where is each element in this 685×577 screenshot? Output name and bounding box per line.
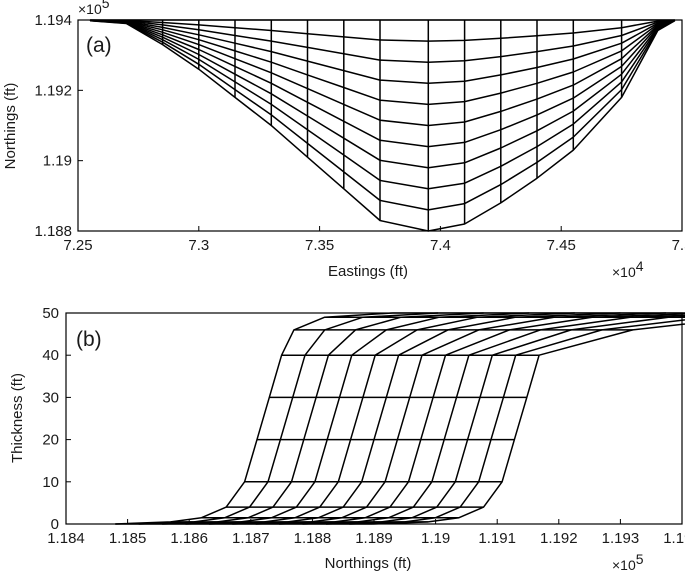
panel-a: 7.25 7.3 7.35 7.4 7.45 7.5 1.188 1.19 1.192 1.194…: [2, 0, 685, 280]
panel-a-mesh-row: [90, 19, 676, 232]
panel-b-label: (b): [76, 328, 102, 351]
panel-b-xlabel: Northings (ft): [325, 555, 412, 572]
panel-a-xtick-label: 7.4: [430, 237, 451, 254]
panel-b-xtick-label: 1.191: [478, 530, 516, 547]
panel-b-ylabel: Thickness (ft): [9, 373, 26, 463]
panel-a-mesh-row: [90, 19, 676, 127]
panel-a-mesh-row: [90, 19, 675, 85]
panel-a-xtick-label: 7.3: [188, 237, 209, 254]
panel-b-ytick-label: 40: [42, 347, 59, 364]
panel-a-y-multiplier: ×105: [78, 0, 110, 17]
panel-a-label: (a): [86, 34, 112, 57]
panel-a-ytick-label: 1.188: [34, 223, 72, 240]
panel-b-profile-line: [349, 319, 685, 525]
panel-a-xtick-label: 7.45: [547, 237, 576, 254]
panel-a-mesh-row: [90, 19, 675, 63]
panel-a-xtick-label: 7.35: [305, 237, 334, 254]
panel-a-mesh-row: [90, 19, 676, 211]
panel-a-ylabel: Northings (ft): [2, 83, 19, 170]
panel-b-frame: [65, 312, 683, 525]
panel-a-x-multiplier: ×104: [612, 258, 644, 280]
panel-b-xtick-label: 1.19: [421, 530, 450, 547]
panel-a-mesh-row: [90, 19, 676, 169]
panel-b-xtick-label: 1.186: [170, 530, 208, 547]
panel-b-ytick-label: 30: [42, 389, 59, 406]
panel-a-ytick-label: 1.192: [34, 82, 72, 99]
panel-b-surface: [115, 312, 685, 525]
panel-a-mesh-row: [90, 19, 675, 42]
panel-b-ticks: 1.184 1.185 1.186 1.187 1.188 1.189 1.19 1.191 1…: [42, 305, 685, 547]
panel-a-xtick-label: 7.5: [672, 237, 685, 254]
panel-b-xtick-label: 1.187: [232, 530, 270, 547]
panel-b-ytick-label: 50: [42, 305, 59, 322]
panel-a-xtick-label: 7.25: [63, 237, 92, 254]
panel-a-mesh-row: [90, 19, 676, 190]
panel-a-mesh-row: [90, 19, 676, 148]
panel-b-profile-line: [115, 312, 393, 525]
panel-b-xtick-label: 1.185: [109, 530, 147, 547]
panel-b-ytick-label: 0: [51, 516, 59, 533]
panel-a-xlabel: Eastings (ft): [328, 263, 408, 280]
panel-b-ytick-label: 10: [42, 474, 59, 491]
panel-b-xtick-label: 1.194: [663, 530, 685, 547]
panel-b-profile-line: [162, 312, 484, 525]
panel-a-ytick-label: 1.19: [43, 153, 72, 170]
panel-b-xtick-label: 1.188: [294, 530, 332, 547]
panel-a-mesh-row: [90, 19, 675, 106]
panel-b-x-multiplier: ×105: [612, 551, 644, 573]
panel-b-ytick-label: 20: [42, 432, 59, 449]
panel-b: 1.184 1.185 1.186 1.187 1.188 1.189 1.19 1.191 1…: [9, 305, 685, 573]
panel-b-profile-line: [255, 312, 667, 525]
panel-a-ticks: 7.25 7.3 7.35 7.4 7.45 7.5 1.188 1.19 1.192 1.194: [34, 12, 685, 254]
panel-a-ytick-label: 1.194: [34, 12, 72, 29]
panel-b-xtick-label: 1.193: [602, 530, 640, 547]
panel-b-xtick-label: 1.189: [355, 530, 393, 547]
panel-b-xtick-label: 1.184: [47, 530, 85, 547]
panel-a-mesh: [89, 19, 676, 232]
panel-b-xtick-label: 1.192: [540, 530, 578, 547]
